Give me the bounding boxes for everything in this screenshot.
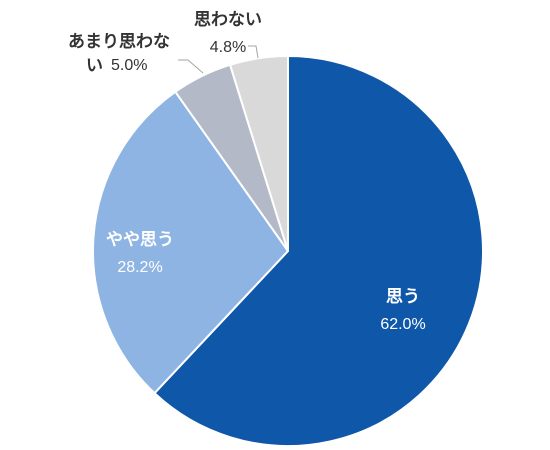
slice-value-yaya-omou: 28.2% [117, 259, 162, 276]
slice-value-amari: 5.0% [111, 57, 147, 74]
slice-label-omou: 思う [386, 287, 420, 307]
slice-value-omowanai: 4.8% [210, 39, 246, 56]
slice-yaya-omou [92, 90, 289, 395]
slice-value-omou: 62.0% [380, 316, 425, 333]
slice-omowanai [229, 55, 289, 252]
slice-label-omowanai: 思わない [194, 10, 262, 30]
slice-omou [153, 55, 484, 447]
slice-label-yaya-omou: やや思う [106, 230, 174, 250]
slice-label-amari-line1: あまり思わな [68, 32, 170, 52]
leader-line-amari [178, 59, 204, 74]
leader-lines [178, 45, 259, 74]
leader-line-omowanai [248, 45, 259, 59]
slice-label-amari-line2: い [86, 56, 103, 76]
pie-slices [92, 55, 484, 447]
